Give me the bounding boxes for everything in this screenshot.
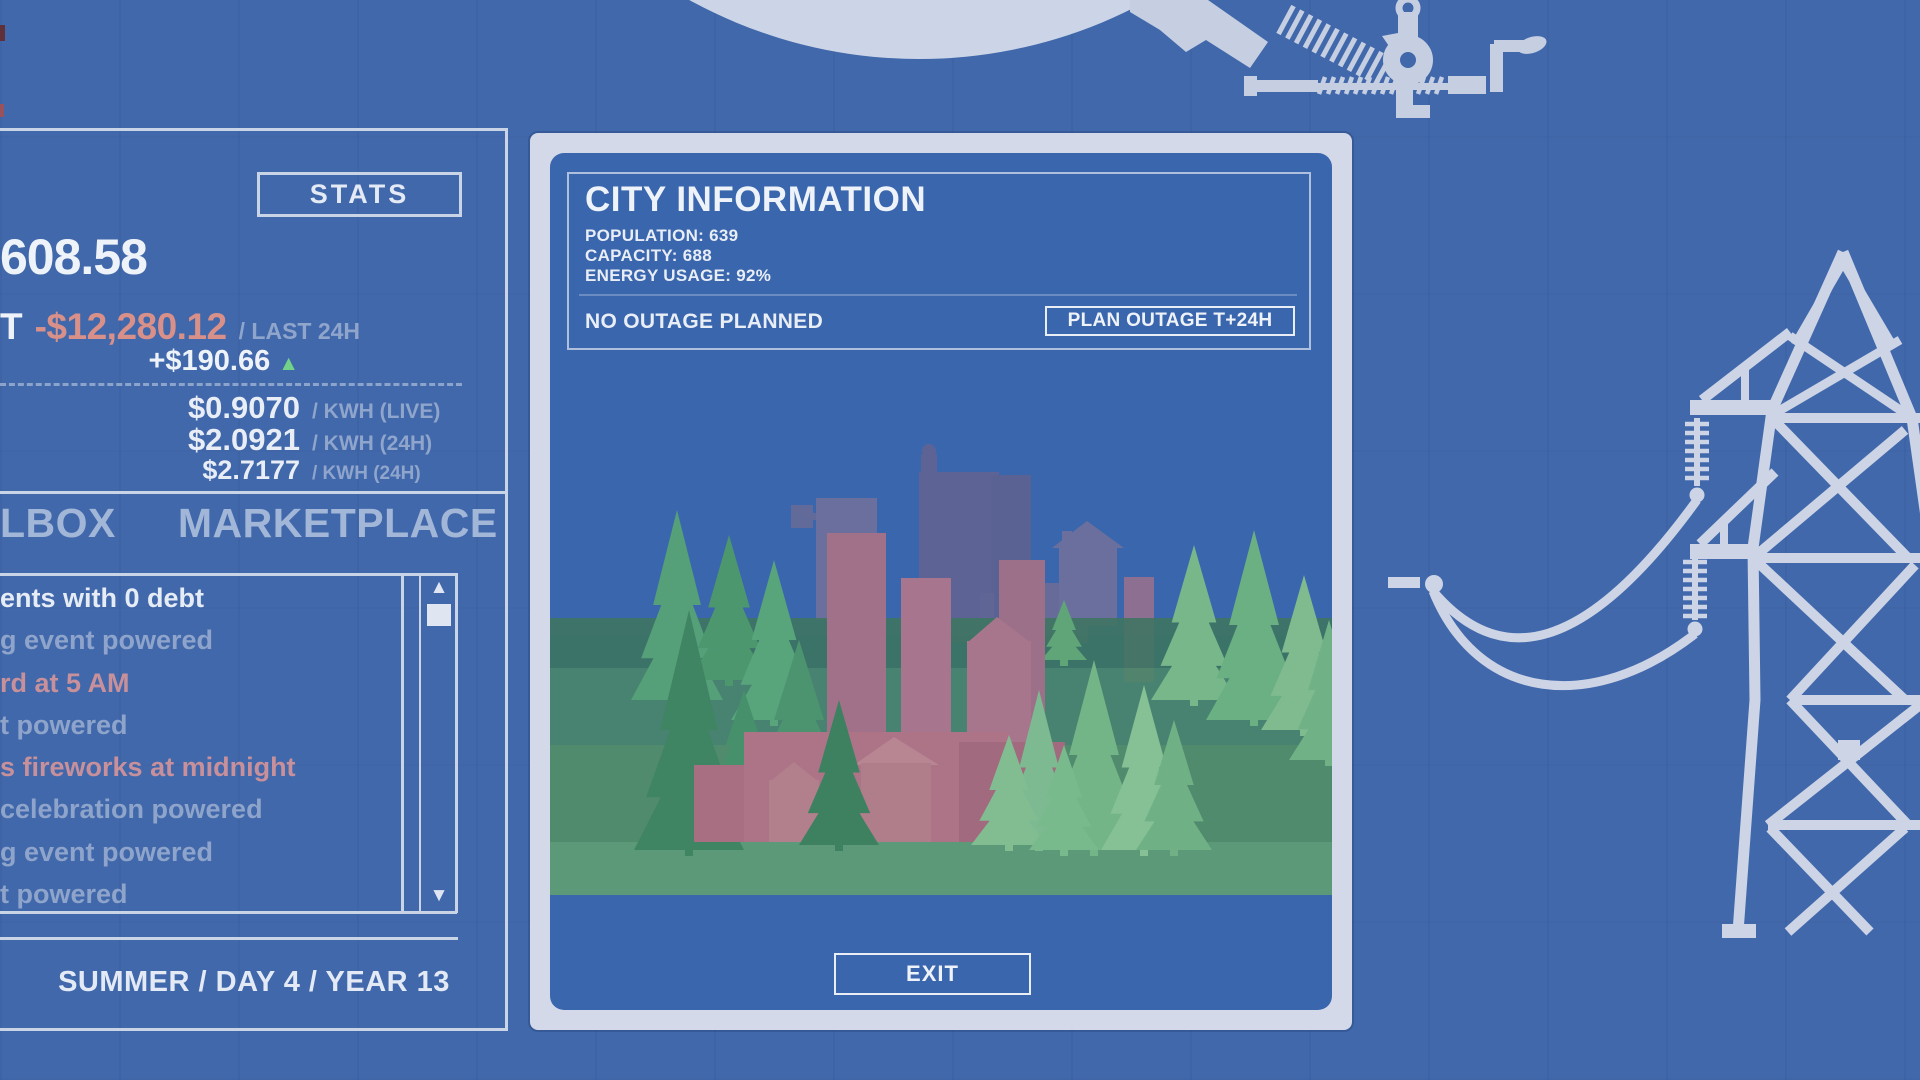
event-log-list: ents with 0 debt g event powered rd at 5…	[0, 577, 398, 911]
modal-content: CITY INFORMATION POPULATION: 639 CAPACIT…	[550, 153, 1332, 1010]
city-illustration	[550, 444, 1332, 895]
power-plant-machinery-illustration	[689, 0, 1547, 118]
price-row-live: $0.9070 / KWH (LIVE)	[0, 390, 457, 426]
energy-usage-line: ENERGY USAGE: 92%	[585, 266, 772, 285]
scroll-up-icon[interactable]: ▲	[429, 577, 449, 598]
cross-arm	[1690, 544, 1756, 559]
tower-foot	[1722, 924, 1756, 938]
balance-change-value: +$190.66	[148, 345, 271, 377]
dashed-divider	[0, 383, 462, 386]
debt-amount: -$12,280.12	[34, 306, 228, 347]
list-border-right	[455, 573, 458, 913]
exit-button[interactable]: EXIT	[834, 953, 1031, 995]
game-date: SUMMER / DAY 4 / YEAR 13	[58, 966, 450, 998]
list-item: ents with 0 debt	[0, 583, 205, 613]
price-unit-label: / KWH (LIVE)	[312, 400, 441, 423]
up-triangle-icon: ▲	[278, 352, 299, 375]
transmission-tower-illustration	[1388, 249, 1920, 938]
scroll-down-icon[interactable]: ▼	[429, 885, 449, 906]
linkage-icon	[1130, 0, 1547, 118]
modal-title: CITY INFORMATION	[585, 180, 927, 219]
power-wire	[1428, 589, 1698, 690]
balance-amount: 608.58	[0, 229, 148, 285]
plan-outage-button[interactable]: PLAN OUTAGE T+24H	[1045, 306, 1295, 336]
price-row-24h: $2.0921 / KWH (24H)	[0, 422, 457, 458]
clipped-edge-element	[0, 104, 4, 117]
list-border-top	[0, 573, 457, 576]
debt-row: T -$12,280.12 / LAST 24H	[0, 306, 360, 348]
price-unit-label: / KWH (24H)	[312, 432, 433, 455]
list-item: celebration powered	[0, 794, 263, 825]
price-row-24h-alt: $2.7177 / KWH (24H)	[0, 455, 457, 486]
population-line: POPULATION: 639	[585, 226, 739, 245]
debt-label-clipped: T	[0, 306, 23, 347]
list-item: rd at 5 AM	[0, 667, 130, 698]
balance-change-row: +$190.66 ▲	[0, 345, 299, 378]
clipped-edge-element	[0, 25, 5, 41]
city-information-modal: CITY INFORMATION POPULATION: 639 CAPACIT…	[528, 131, 1354, 1032]
wire-anchor	[1388, 577, 1420, 588]
price-value: $2.7177	[202, 455, 300, 485]
cross-arm	[1690, 400, 1775, 415]
list-item: t powered	[0, 709, 128, 740]
debt-period-label: / LAST 24H	[238, 318, 361, 344]
list-border-bottom	[0, 911, 457, 914]
dome-icon	[689, 0, 1149, 59]
panel-divider	[0, 937, 458, 940]
scroll-thumb[interactable]	[427, 604, 451, 626]
list-item: t powered	[0, 879, 128, 910]
list-inner-divider	[401, 573, 404, 913]
insulator-icon	[1683, 418, 1709, 637]
tab-marketplace[interactable]: MARKETPLACE	[177, 500, 498, 546]
panel-divider	[0, 491, 508, 494]
event-list-scrollbar[interactable]: ▲ ▼	[419, 573, 455, 913]
list-item: g event powered	[0, 836, 214, 867]
city-stats: POPULATION: 639 CAPACITY: 688 ENERGY USA…	[585, 226, 771, 286]
capacity-line: CAPACITY: 688	[585, 246, 713, 265]
panel-border-right	[505, 128, 508, 1031]
city-info-header: CITY INFORMATION POPULATION: 639 CAPACIT…	[567, 172, 1311, 350]
spring-icon	[1276, 4, 1393, 86]
crank-handle-icon	[1517, 36, 1547, 54]
panel-border-bottom	[0, 1028, 508, 1031]
price-value: $2.0921	[187, 422, 300, 457]
panel-tabs: LBOX MARKETPLACE	[0, 500, 498, 547]
tab-mailbox-clipped[interactable]: LBOX	[0, 500, 116, 546]
list-item: g event powered	[0, 625, 214, 656]
list-item: s fireworks at midnight	[0, 752, 296, 783]
pine-trees-front	[799, 660, 1212, 856]
power-wire	[1429, 497, 1701, 643]
price-unit-label: / KWH (24H)	[312, 463, 421, 484]
outage-status: NO OUTAGE PLANNED	[585, 310, 824, 333]
price-value: $0.9070	[187, 390, 300, 425]
threaded-rod-icon	[1316, 76, 1445, 95]
panel-border-top	[0, 128, 508, 131]
stats-button[interactable]: STATS	[257, 172, 462, 217]
header-separator	[579, 294, 1297, 296]
